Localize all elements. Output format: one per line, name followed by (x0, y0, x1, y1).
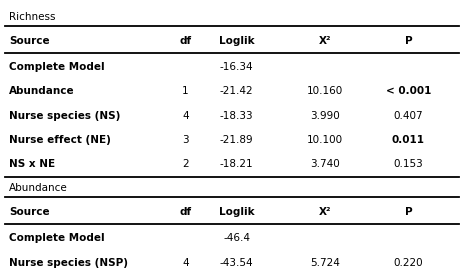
Text: -18.21: -18.21 (219, 159, 253, 169)
Text: P: P (404, 36, 411, 46)
Text: Abundance: Abundance (9, 87, 75, 96)
Text: df: df (179, 207, 191, 217)
Text: -21.89: -21.89 (219, 135, 253, 145)
Text: 0.407: 0.407 (393, 111, 422, 121)
Text: Source: Source (9, 207, 50, 217)
Text: NS x NE: NS x NE (9, 159, 55, 169)
Text: 0.011: 0.011 (391, 135, 424, 145)
Text: -21.42: -21.42 (219, 87, 253, 96)
Text: Loglik: Loglik (219, 36, 254, 46)
Text: Complete Model: Complete Model (9, 62, 105, 72)
Text: 10.100: 10.100 (306, 135, 342, 145)
Text: -46.4: -46.4 (223, 233, 250, 243)
Text: < 0.001: < 0.001 (385, 87, 430, 96)
Text: 2: 2 (182, 159, 188, 169)
Text: Loglik: Loglik (219, 207, 254, 217)
Text: -43.54: -43.54 (219, 257, 253, 268)
Text: df: df (179, 36, 191, 46)
Text: 1: 1 (182, 87, 188, 96)
Text: Abundance: Abundance (9, 183, 68, 193)
Text: Source: Source (9, 36, 50, 46)
Text: 3: 3 (182, 135, 188, 145)
Text: 10.160: 10.160 (306, 87, 342, 96)
Text: Nurse effect (NE): Nurse effect (NE) (9, 135, 111, 145)
Text: 4: 4 (182, 257, 188, 268)
Text: 4: 4 (182, 111, 188, 121)
Text: X²: X² (318, 207, 330, 217)
Text: Richness: Richness (9, 12, 56, 22)
Text: Complete Model: Complete Model (9, 233, 105, 243)
Text: 0.153: 0.153 (393, 159, 422, 169)
Text: Nurse species (NSP): Nurse species (NSP) (9, 257, 128, 268)
Text: Nurse species (NS): Nurse species (NS) (9, 111, 120, 121)
Text: -16.34: -16.34 (219, 62, 253, 72)
Text: 3.740: 3.740 (309, 159, 339, 169)
Text: P: P (404, 207, 411, 217)
Text: 5.724: 5.724 (309, 257, 339, 268)
Text: 0.220: 0.220 (393, 257, 422, 268)
Text: X²: X² (318, 36, 330, 46)
Text: 3.990: 3.990 (309, 111, 339, 121)
Text: -18.33: -18.33 (219, 111, 253, 121)
